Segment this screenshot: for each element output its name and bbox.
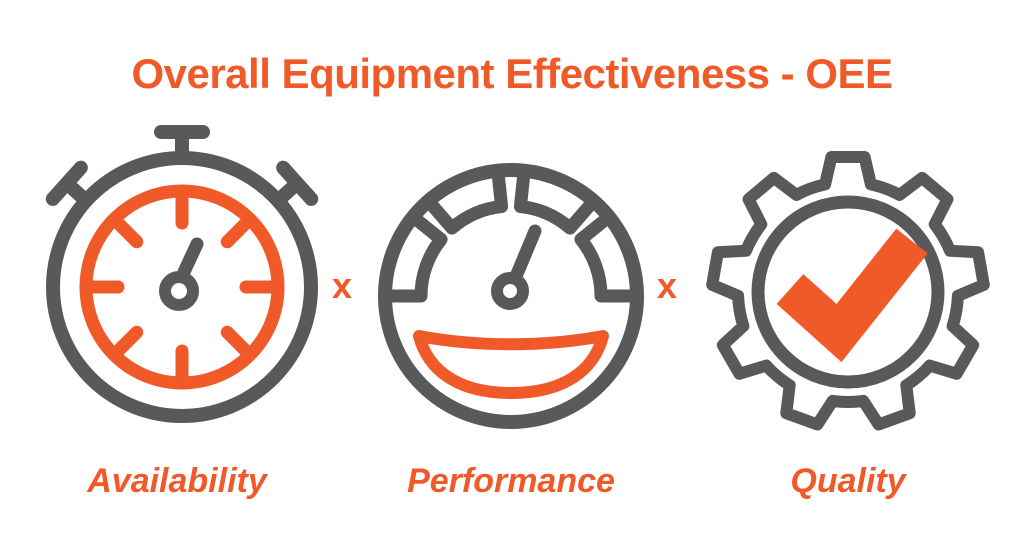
quality-label: Quality (790, 462, 906, 500)
stopwatch-icon (45, 125, 319, 423)
gear-checkmark-icon (706, 151, 990, 431)
stopwatch-dial (79, 184, 285, 390)
stopwatch-body (46, 151, 318, 423)
speedometer-body (378, 163, 644, 429)
multiply-operator: x (331, 265, 353, 306)
speedometer-smile (413, 330, 609, 399)
performance-label: Performance (407, 462, 615, 500)
checkmark (776, 228, 928, 363)
gauge-band (387, 172, 635, 303)
stopwatch-hand (177, 237, 204, 279)
stopwatch-ticks (87, 192, 277, 382)
gear-inner-ring (751, 195, 945, 389)
stopwatch-hand-hub (159, 271, 199, 311)
speedometer-needle (510, 224, 542, 281)
multiply-operator: x (656, 265, 678, 306)
availability-label: Availability (87, 462, 267, 500)
page-title: Overall Equipment Effectiveness - OEE (131, 50, 893, 97)
speedometer-icon (378, 163, 644, 429)
speedometer-hub (491, 272, 529, 310)
